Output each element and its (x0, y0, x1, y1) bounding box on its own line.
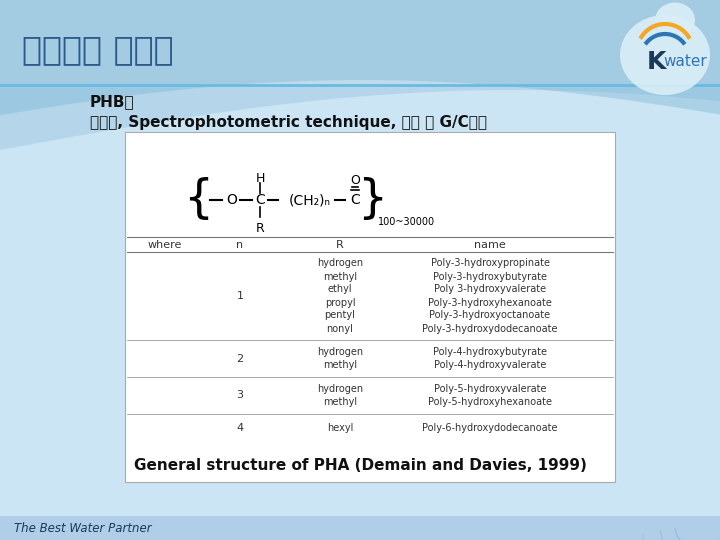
Text: Poly 3-hydroxyvalerate: Poly 3-hydroxyvalerate (434, 285, 546, 294)
Text: 생물학적 인제거: 생물학적 인제거 (22, 33, 174, 66)
Text: methyl: methyl (323, 397, 357, 407)
Text: Poly-3-hydroxyoctanoate: Poly-3-hydroxyoctanoate (429, 310, 551, 321)
Text: 100~30000: 100~30000 (378, 217, 435, 227)
Text: where: where (148, 240, 182, 250)
Text: Poly-4-hydroxybutyrate: Poly-4-hydroxybutyrate (433, 347, 547, 357)
Text: Poly-5-hydroxyvalerate: Poly-5-hydroxyvalerate (433, 384, 546, 394)
Text: 2: 2 (236, 354, 243, 363)
Text: methyl: methyl (323, 272, 357, 281)
Text: hydrogen: hydrogen (317, 347, 363, 357)
Text: n: n (236, 240, 243, 250)
Text: name: name (474, 240, 506, 250)
Text: 3: 3 (236, 390, 243, 401)
Text: hexyl: hexyl (327, 423, 354, 433)
Text: C: C (255, 193, 265, 207)
Text: K: K (647, 50, 667, 74)
Bar (0, 516, 720, 540)
Text: H: H (256, 172, 265, 185)
Text: O: O (227, 193, 238, 207)
Text: Poly-3-hydroxyhexanoate: Poly-3-hydroxyhexanoate (428, 298, 552, 307)
Ellipse shape (620, 15, 710, 95)
Text: propyl: propyl (325, 298, 355, 307)
Text: 1: 1 (236, 291, 243, 301)
Text: (CH₂)ₙ: (CH₂)ₙ (289, 193, 331, 207)
Text: hydrogen: hydrogen (317, 259, 363, 268)
Text: General structure of PHA (Demain and Davies, 1999): General structure of PHA (Demain and Dav… (134, 458, 586, 474)
Text: Poly-5-hydroxyhexanoate: Poly-5-hydroxyhexanoate (428, 397, 552, 407)
Text: Poly-3-hydroxypropinate: Poly-3-hydroxypropinate (431, 259, 549, 268)
Text: Poly-4-hydroxyvalerate: Poly-4-hydroxyvalerate (434, 360, 546, 370)
Text: methyl: methyl (323, 360, 357, 370)
Text: R: R (256, 221, 264, 234)
Text: C: C (350, 193, 360, 207)
Text: R: R (336, 240, 344, 250)
Text: pentyl: pentyl (325, 310, 356, 321)
FancyBboxPatch shape (125, 132, 615, 482)
Text: hydrogen: hydrogen (317, 384, 363, 394)
Ellipse shape (655, 3, 695, 37)
Text: PHB는: PHB는 (90, 94, 135, 110)
Polygon shape (0, 0, 720, 115)
Text: 염색법, Spectrophotometric technique, 추출 후 G/C분석: 염색법, Spectrophotometric technique, 추출 후 … (90, 114, 487, 130)
Text: 4: 4 (236, 423, 243, 433)
Text: O: O (350, 173, 360, 186)
Text: Poly-6-hydroxydodecanoate: Poly-6-hydroxydodecanoate (422, 423, 558, 433)
Bar (0, 0, 720, 85)
Text: Poly-3-hydroxydodecanoate: Poly-3-hydroxydodecanoate (422, 323, 558, 334)
Text: water: water (663, 55, 707, 70)
Text: ethyl: ethyl (328, 285, 352, 294)
Text: {: { (183, 178, 213, 222)
Polygon shape (0, 0, 720, 150)
Text: }: } (357, 178, 387, 222)
Text: Poly-3-hydroxybutyrate: Poly-3-hydroxybutyrate (433, 272, 547, 281)
Text: nonyl: nonyl (327, 323, 354, 334)
Text: The Best Water Partner: The Best Water Partner (14, 522, 152, 535)
